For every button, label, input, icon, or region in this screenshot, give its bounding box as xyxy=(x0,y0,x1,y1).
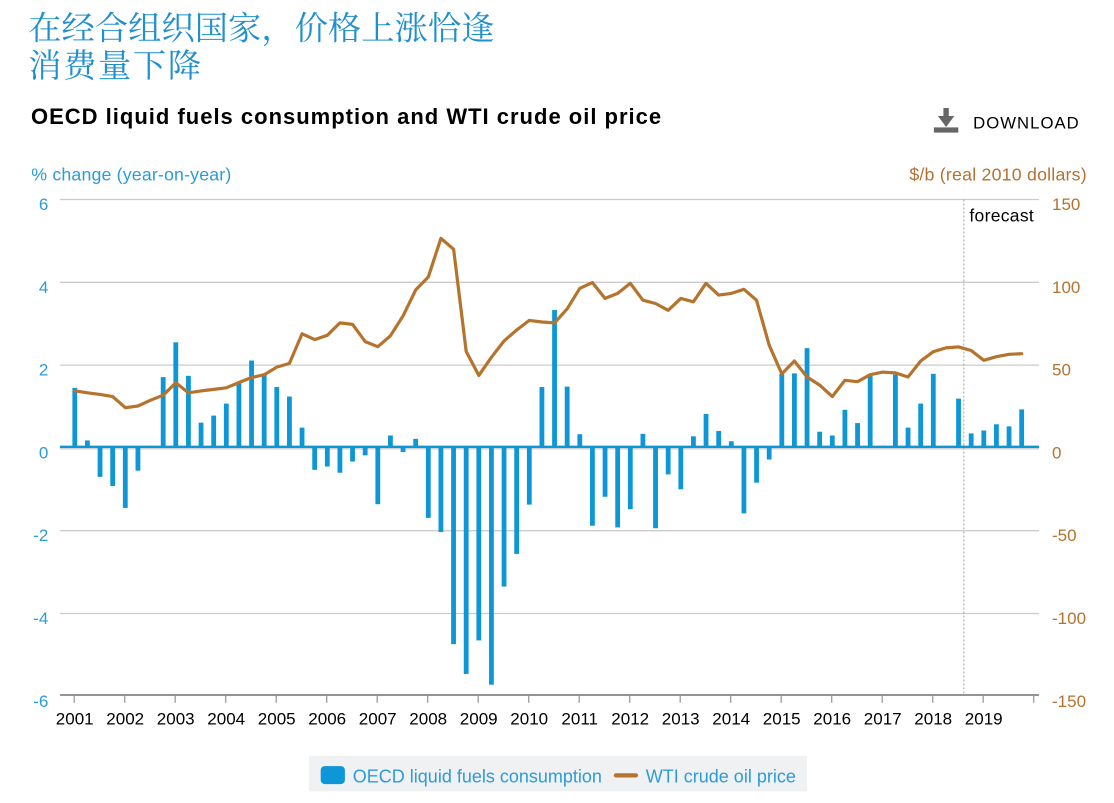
svg-text:2014: 2014 xyxy=(712,709,750,728)
svg-text:forecast: forecast xyxy=(969,206,1034,226)
svg-text:2016: 2016 xyxy=(813,709,851,728)
svg-text:4: 4 xyxy=(39,278,48,297)
svg-text:2018: 2018 xyxy=(914,709,952,728)
svg-text:150: 150 xyxy=(1052,195,1080,214)
svg-text:2012: 2012 xyxy=(611,709,649,728)
svg-text:% change (year-on-year): % change (year-on-year) xyxy=(31,165,231,185)
svg-text:WTI crude oil price: WTI crude oil price xyxy=(646,766,796,786)
svg-text:OECD liquid fuels consumption: OECD liquid fuels consumption xyxy=(353,766,602,786)
svg-text:2002: 2002 xyxy=(106,709,144,728)
svg-text:2007: 2007 xyxy=(359,709,397,728)
svg-text:2001: 2001 xyxy=(56,709,94,728)
svg-text:-6: -6 xyxy=(33,692,48,711)
svg-text:DOWNLOAD: DOWNLOAD xyxy=(973,114,1080,133)
svg-text:2019: 2019 xyxy=(965,709,1003,728)
svg-text:2009: 2009 xyxy=(460,709,498,728)
svg-text:2008: 2008 xyxy=(409,709,447,728)
svg-text:2010: 2010 xyxy=(510,709,548,728)
svg-text:2017: 2017 xyxy=(864,709,902,728)
svg-text:-100: -100 xyxy=(1052,609,1086,628)
svg-text:2013: 2013 xyxy=(662,709,700,728)
svg-text:2015: 2015 xyxy=(763,709,801,728)
svg-text:-2: -2 xyxy=(33,526,48,545)
svg-text:100: 100 xyxy=(1052,278,1080,297)
svg-text:-150: -150 xyxy=(1052,692,1086,711)
svg-text:2: 2 xyxy=(39,361,48,380)
svg-text:OECD liquid fuels consumption: OECD liquid fuels consumption and WTI cr… xyxy=(31,104,662,129)
svg-text:2005: 2005 xyxy=(258,709,296,728)
svg-text:6: 6 xyxy=(39,195,48,214)
svg-text:2004: 2004 xyxy=(207,709,245,728)
svg-text:$/b (real 2010 dollars): $/b (real 2010 dollars) xyxy=(909,165,1087,185)
svg-text:2003: 2003 xyxy=(157,709,195,728)
svg-text:2011: 2011 xyxy=(561,709,598,728)
svg-text:0: 0 xyxy=(39,443,48,462)
svg-text:2006: 2006 xyxy=(308,709,346,728)
svg-text:0: 0 xyxy=(1052,443,1061,462)
svg-text:-50: -50 xyxy=(1052,526,1077,545)
svg-text:50: 50 xyxy=(1052,361,1071,380)
svg-text:-4: -4 xyxy=(33,609,48,628)
